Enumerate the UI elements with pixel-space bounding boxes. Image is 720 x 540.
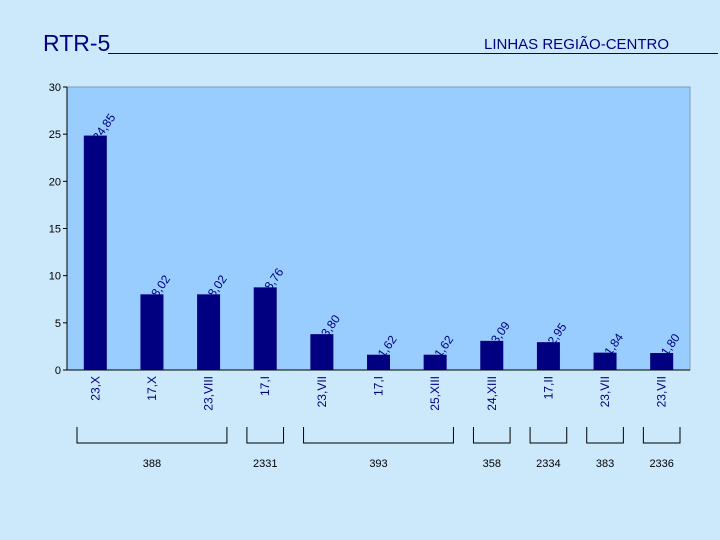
group-label: 2334 [536,458,560,470]
y-tick-label: 25 [49,129,61,141]
x-tick-label: 23,VII [598,376,612,407]
group-label: 2331 [253,458,277,470]
y-tick-label: 15 [49,224,61,236]
bar [536,342,560,370]
group-label: 358 [483,458,501,470]
page-subtitle: LINHAS REGIÃO-CENTRO [484,36,670,53]
x-tick-label: 23,VII [655,376,669,407]
x-tick-label: 17,II [541,376,555,399]
y-tick-label: 20 [49,176,61,188]
x-tick-label: 23,VIII [202,376,216,411]
group-bracket [303,427,454,444]
bar [83,135,107,370]
x-tick-label: 17,X [145,376,159,401]
title-underline [108,53,718,54]
bar [197,294,221,370]
group-bracket [529,427,568,444]
group-bracket [472,427,511,444]
y-tick-label: 30 [49,82,61,94]
x-tick-label: 17,I [372,376,386,396]
page-title: RTR-5 [43,30,111,56]
bar [253,287,277,370]
bar [650,353,674,370]
bar [310,334,334,370]
group-bracket [246,427,285,444]
group-label: 393 [369,458,387,470]
bar [140,294,164,370]
group-bracket [642,427,681,444]
y-tick-label: 10 [49,271,61,283]
x-tick-label: 23,X [88,376,102,401]
x-tick-label: 25,XIII [428,376,442,411]
x-tick-label: 24,XIII [485,376,499,411]
y-tick-label: 0 [55,365,61,377]
group-label: 383 [596,458,614,470]
group-label: 388 [143,458,161,470]
bar [593,352,617,370]
group-bracket [586,427,624,444]
bar [480,340,504,370]
bar [423,354,447,370]
group-label: 2336 [649,458,673,470]
plot-area [66,86,691,371]
x-tick-label: 17,I [258,376,272,396]
bar [367,354,390,370]
y-tick-label: 5 [55,318,61,330]
group-bracket [76,427,228,444]
x-tick-label: 23,VII [315,376,329,407]
